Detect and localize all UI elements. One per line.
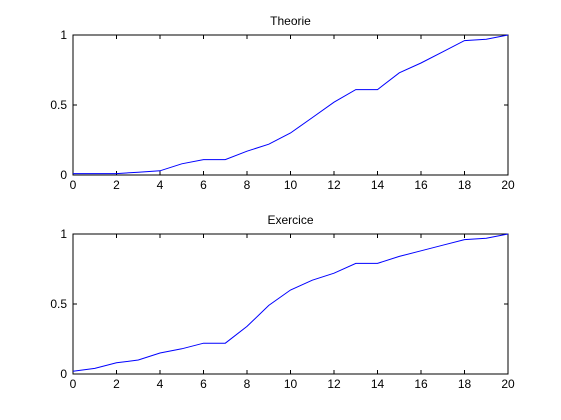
subplot-theorie: Theorie 0 2 4 6 8 10 12 14 16 18 20 0 0.5 1 — [50, 14, 515, 192]
axes-box — [72, 34, 509, 176]
y-tick-label: 1 — [60, 28, 67, 42]
x-tick-label: 14 — [371, 178, 385, 192]
chart-title: Theorie — [270, 14, 311, 28]
x-tick-label: 2 — [113, 178, 120, 192]
x-tick-label: 20 — [501, 377, 515, 391]
x-tick-label: 12 — [327, 178, 341, 192]
ticks — [72, 34, 509, 176]
subplot-exercice: Exercice 0 2 4 6 8 10 12 14 16 18 20 0 0.5 1 — [50, 213, 515, 391]
series-lines — [73, 34, 509, 175]
x-tick-label: 8 — [244, 178, 251, 192]
x-tick-label: 20 — [501, 178, 515, 192]
x-tick-label: 6 — [200, 178, 207, 192]
x-tick-label: 16 — [414, 377, 428, 391]
x-tick-label: 2 — [113, 377, 120, 391]
x-tick-label: 8 — [244, 377, 251, 391]
y-tick-label: 1 — [60, 227, 67, 241]
y-tick-label: 0 — [60, 367, 67, 381]
y-tick-label: 0.5 — [50, 98, 67, 112]
x-tick-label: 18 — [458, 377, 472, 391]
axes-box — [72, 233, 509, 375]
x-tick-label: 4 — [157, 377, 164, 391]
x-tick-label: 16 — [414, 178, 428, 192]
x-tick-label: 0 — [70, 178, 77, 192]
y-tick-label: 0.5 — [50, 297, 67, 311]
x-tick-label: 14 — [371, 377, 385, 391]
y-tick-label: 0 — [60, 168, 67, 182]
x-tick-label: 12 — [327, 377, 341, 391]
x-tick-label: 10 — [284, 178, 298, 192]
series-line — [73, 34, 509, 175]
x-tick-label: 10 — [284, 377, 298, 391]
x-tick-label: 4 — [157, 178, 164, 192]
x-tick-label: 0 — [70, 377, 77, 391]
series-line — [72, 233, 509, 372]
tick-labels: 0 2 4 6 8 10 12 14 16 18 20 0 0.5 1 — [50, 227, 515, 391]
chart-title: Exercice — [267, 213, 313, 227]
tick-labels: 0 2 4 6 8 10 12 14 16 18 20 0 0.5 1 — [50, 28, 515, 192]
series-lines — [72, 233, 509, 372]
x-tick-label: 18 — [458, 178, 472, 192]
x-tick-label: 6 — [200, 377, 207, 391]
